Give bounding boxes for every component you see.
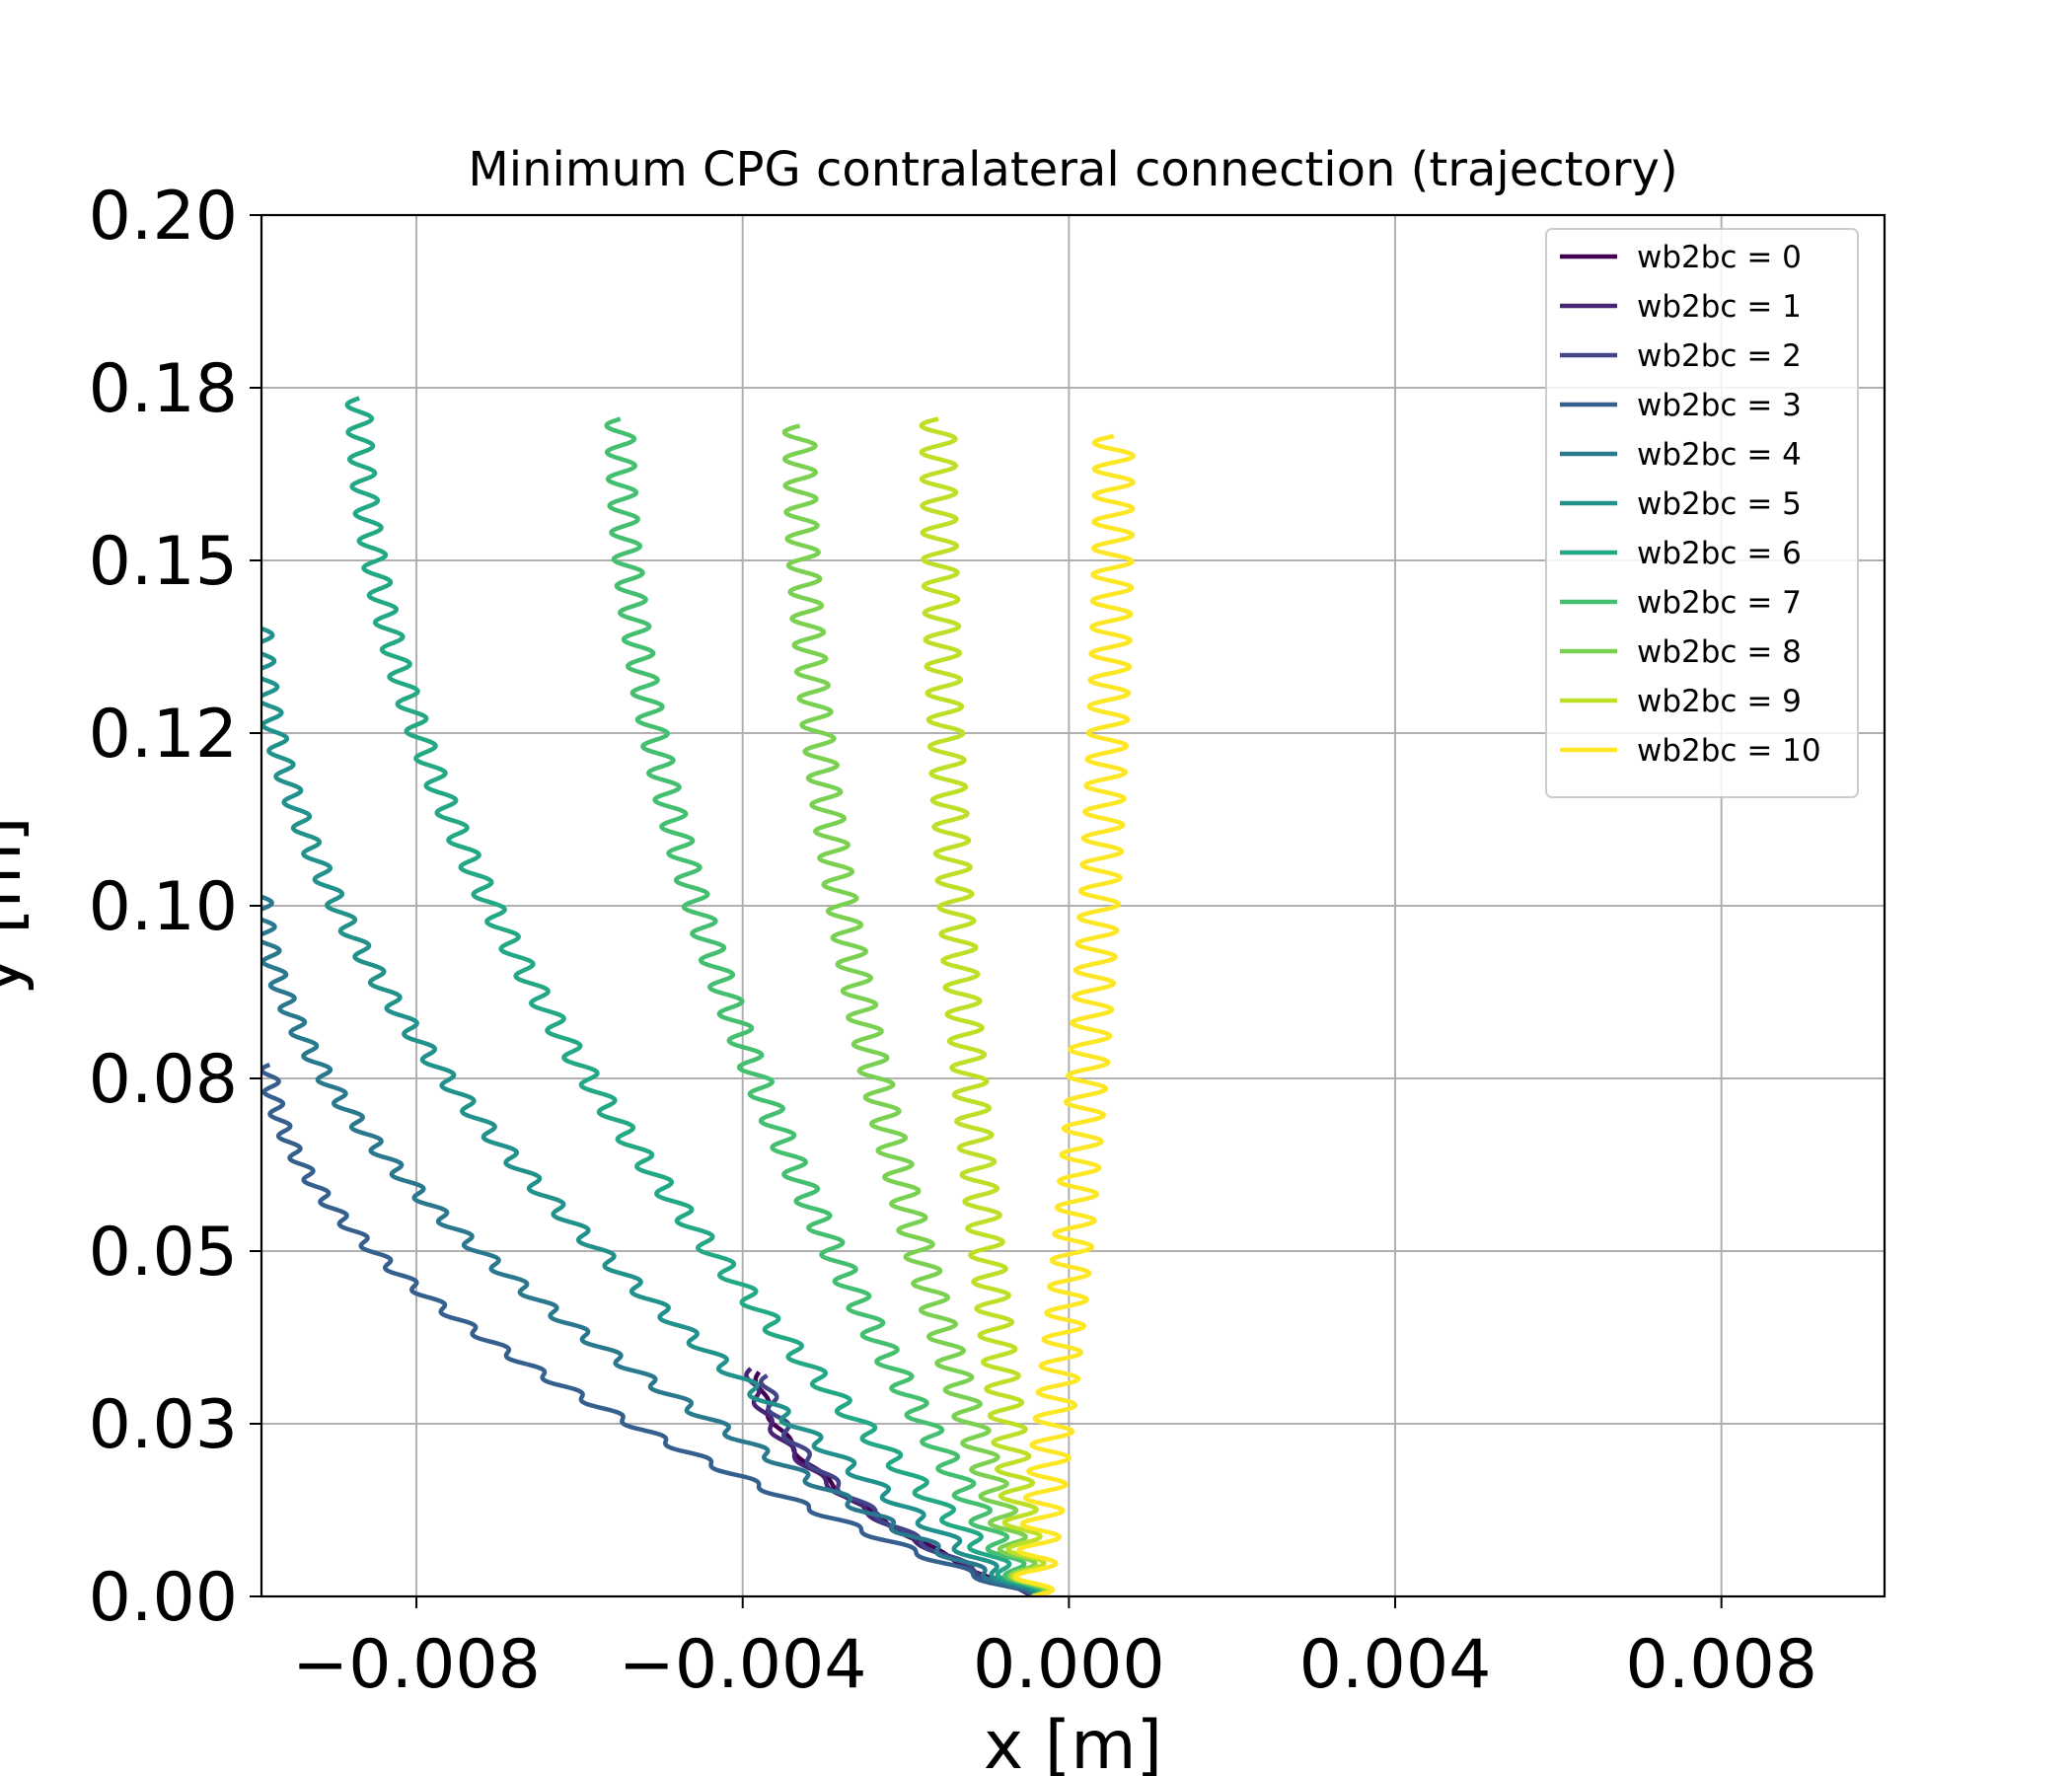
x-tick-label: 0.000 bbox=[973, 1626, 1165, 1704]
chart-title: Minimum CPG contralateral connection (tr… bbox=[468, 142, 1677, 197]
x-tick-label: 0.004 bbox=[1299, 1626, 1492, 1704]
series-line bbox=[261, 1062, 1035, 1596]
series-line bbox=[1012, 433, 1136, 1596]
x-tick-label: 0.008 bbox=[1625, 1626, 1817, 1704]
ticks-layer: −0.008 −0.004 0.000 0.004 0.008 0.00 0.03 0.05 0… bbox=[89, 178, 1817, 1704]
y-tick-label: 0.18 bbox=[89, 350, 238, 428]
legend: wb2bc = 0 wb2bc = 1 wb2bc = 2 wb2bc = 3 wb2b… bbox=[1545, 228, 1859, 798]
series-line bbox=[919, 416, 1051, 1596]
legend-label: wb2bc = 4 bbox=[1637, 437, 1802, 473]
series-line bbox=[781, 423, 1048, 1596]
legend-label: wb2bc = 0 bbox=[1637, 240, 1802, 275]
x-axis-label: x [m] bbox=[984, 1707, 1162, 1776]
x-tick-label: −0.008 bbox=[292, 1626, 541, 1704]
legend-label: wb2bc = 6 bbox=[1637, 536, 1802, 571]
series-line bbox=[261, 883, 1036, 1596]
legend-label: wb2bc = 7 bbox=[1637, 585, 1802, 621]
legend-box bbox=[1545, 228, 1859, 798]
y-tick-label: 0.05 bbox=[89, 1214, 238, 1292]
series-line bbox=[261, 615, 1038, 1596]
legend-label: wb2bc = 8 bbox=[1637, 634, 1802, 670]
y-tick-label: 0.08 bbox=[89, 1041, 238, 1119]
series-layer bbox=[261, 396, 1136, 1596]
legend-label: wb2bc = 3 bbox=[1637, 388, 1802, 423]
legend-label: wb2bc = 2 bbox=[1637, 338, 1802, 374]
legend-label: wb2bc = 10 bbox=[1637, 733, 1821, 769]
y-tick-label: 0.03 bbox=[89, 1386, 238, 1464]
legend-label: wb2bc = 9 bbox=[1637, 684, 1802, 719]
y-tick-label: 0.10 bbox=[89, 868, 238, 946]
y-tick-label: 0.15 bbox=[89, 523, 238, 601]
legend-label: wb2bc = 5 bbox=[1637, 486, 1802, 522]
y-axis-label: y [m] bbox=[0, 816, 37, 995]
legend-label: wb2bc = 1 bbox=[1637, 289, 1802, 325]
y-tick-label: 0.00 bbox=[89, 1559, 238, 1637]
series-line bbox=[344, 396, 1041, 1596]
y-tick-label: 0.12 bbox=[89, 696, 238, 774]
series-line bbox=[604, 416, 1045, 1596]
x-tick-label: −0.004 bbox=[619, 1626, 867, 1704]
y-tick-label: 0.20 bbox=[89, 178, 238, 256]
